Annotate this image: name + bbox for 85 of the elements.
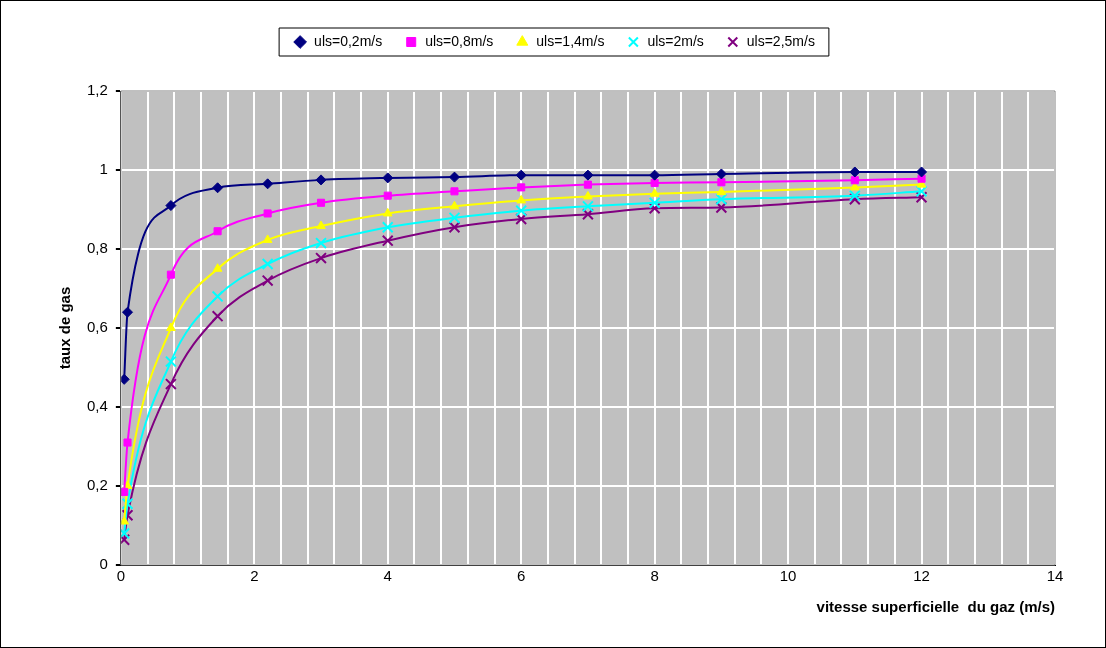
point bbox=[262, 234, 273, 243]
point bbox=[316, 198, 326, 207]
y-tick-label: 1,2 bbox=[86, 81, 108, 99]
point bbox=[915, 185, 928, 198]
point bbox=[120, 527, 131, 540]
point bbox=[263, 209, 272, 218]
y-tick-label: 0 bbox=[99, 555, 108, 573]
point bbox=[382, 207, 393, 217]
point bbox=[381, 221, 394, 234]
y-tick-label: 1 bbox=[99, 160, 108, 178]
point bbox=[382, 172, 394, 184]
point bbox=[448, 221, 461, 234]
point bbox=[915, 191, 928, 204]
legend-label: uls=1,4m/s bbox=[536, 32, 605, 49]
point bbox=[211, 310, 224, 323]
point bbox=[715, 193, 728, 206]
point bbox=[122, 306, 134, 318]
y-axis-title: taux de gas bbox=[56, 286, 74, 370]
legend-label: uls=0,8m/s bbox=[425, 32, 494, 49]
x-tick-label: 4 bbox=[383, 567, 392, 585]
legend-label: uls=2,5m/s bbox=[746, 32, 815, 49]
point bbox=[120, 373, 130, 385]
legend-label: uls=2m/s bbox=[647, 32, 704, 49]
point bbox=[848, 193, 861, 206]
point bbox=[581, 208, 594, 221]
point bbox=[448, 211, 461, 224]
y-tick-label: 0,4 bbox=[86, 397, 108, 415]
point bbox=[120, 516, 130, 525]
point bbox=[211, 290, 224, 303]
point bbox=[212, 263, 223, 272]
point bbox=[316, 220, 326, 230]
x-tick-label: 12 bbox=[913, 567, 930, 585]
point bbox=[381, 234, 394, 247]
point bbox=[583, 180, 592, 189]
point bbox=[649, 169, 661, 181]
point bbox=[383, 191, 392, 200]
point bbox=[517, 183, 526, 192]
point bbox=[516, 194, 527, 204]
point bbox=[165, 200, 177, 212]
point bbox=[123, 438, 132, 447]
point bbox=[213, 227, 222, 236]
point bbox=[261, 274, 274, 287]
point bbox=[649, 188, 660, 197]
point bbox=[717, 178, 726, 187]
x-tick-label: 2 bbox=[250, 567, 259, 585]
point bbox=[166, 270, 175, 279]
point bbox=[648, 196, 661, 209]
y-tick-label: 0,8 bbox=[86, 239, 108, 257]
x-tick-label: 10 bbox=[779, 567, 797, 585]
point bbox=[650, 179, 659, 188]
legend-label: uls=0,2m/s bbox=[314, 32, 383, 49]
point bbox=[315, 252, 327, 265]
point bbox=[715, 168, 727, 180]
point bbox=[166, 322, 176, 331]
point bbox=[120, 533, 131, 546]
x-tick-label: 8 bbox=[650, 567, 659, 585]
point bbox=[850, 176, 859, 185]
point bbox=[583, 190, 593, 200]
point bbox=[315, 174, 327, 186]
point bbox=[582, 169, 594, 181]
point bbox=[121, 497, 134, 510]
point bbox=[515, 169, 527, 181]
point bbox=[648, 202, 661, 215]
point bbox=[262, 178, 274, 190]
point bbox=[261, 258, 274, 270]
point bbox=[581, 200, 594, 213]
y-tick-label: 0,6 bbox=[86, 318, 108, 336]
point bbox=[449, 200, 460, 210]
point bbox=[164, 378, 177, 391]
x-tick-label: 6 bbox=[517, 567, 526, 585]
x-tick-label: 14 bbox=[1046, 567, 1064, 585]
point bbox=[515, 204, 528, 217]
point bbox=[450, 187, 459, 196]
x-tick-label: 0 bbox=[116, 567, 126, 585]
point bbox=[315, 237, 327, 250]
point bbox=[716, 186, 727, 196]
point bbox=[212, 182, 224, 194]
point bbox=[448, 171, 460, 183]
point bbox=[848, 189, 861, 202]
x-axis-title: vitesse superficielle du gaz (m/s) bbox=[816, 598, 1055, 616]
point bbox=[515, 213, 528, 225]
point bbox=[916, 166, 928, 178]
y-tick-label: 0,2 bbox=[86, 476, 108, 494]
point bbox=[715, 201, 728, 214]
point bbox=[164, 355, 177, 368]
